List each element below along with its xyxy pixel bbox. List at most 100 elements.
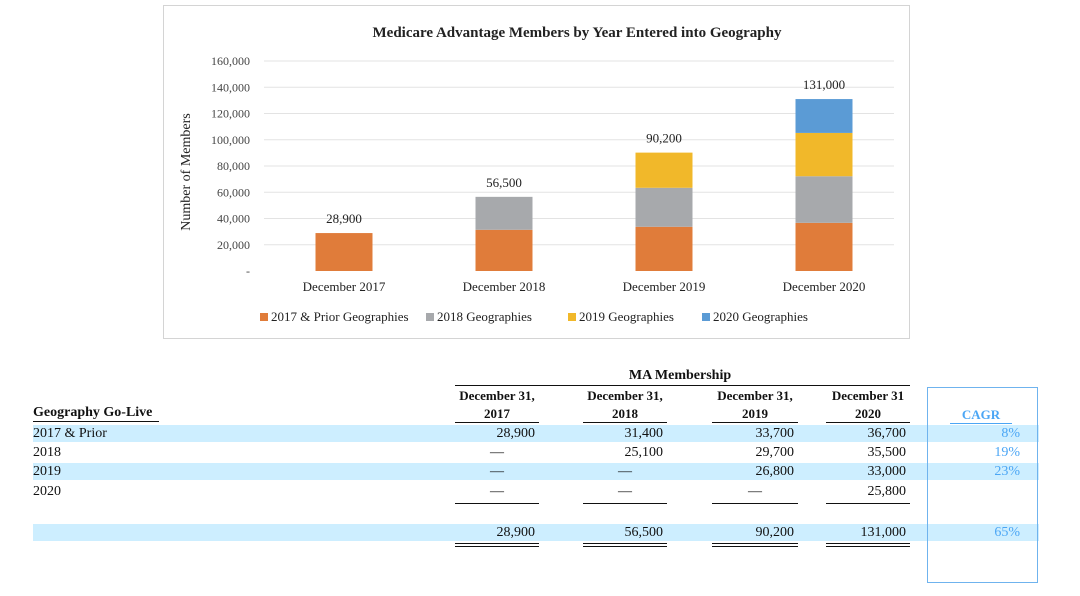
legend-swatch (260, 313, 268, 321)
legend-swatch (568, 313, 576, 321)
total-double-underline (583, 546, 667, 547)
total-value: 90,200 (755, 525, 795, 540)
y-tick-label: 80,000 (217, 159, 250, 173)
y-tick-label: 100,000 (211, 133, 250, 147)
cagr-value: 19% (994, 445, 1020, 460)
column-header-date: December 31, (587, 388, 663, 403)
legend-label: 2020 Geographies (713, 309, 808, 324)
table-cell-value: 33,000 (867, 464, 907, 479)
total-cagr-value: 65% (994, 525, 1020, 540)
total-double-underline (712, 546, 798, 547)
header-underline (712, 422, 798, 423)
bar-total-label: 28,900 (326, 211, 362, 226)
total-double-underline (826, 546, 910, 547)
row-label: 2017 & Prior (33, 426, 107, 441)
table-cell-value: 31,400 (624, 426, 664, 441)
table-cell-value: 28,900 (496, 426, 536, 441)
bar-segment (315, 233, 373, 271)
table-dash: — (618, 484, 632, 499)
header-underline (455, 422, 539, 423)
table-cell-value: 35,500 (867, 445, 907, 460)
table-dash: — (490, 445, 504, 460)
bar-segment (795, 222, 853, 271)
column-header-year: 2018 (612, 406, 638, 421)
y-tick-label: 160,000 (211, 54, 250, 68)
table-cell-value: 26,800 (755, 464, 795, 479)
bar-segment (635, 187, 693, 227)
x-category-label: December 2020 (783, 279, 866, 294)
cagr-header-underline (950, 423, 1012, 424)
bar-segment (635, 226, 693, 271)
header-underline (455, 385, 910, 386)
table-dash: — (618, 464, 632, 479)
total-double-underline (712, 543, 798, 544)
column-header-year: 2019 (742, 406, 768, 421)
row-label: 2020 (33, 484, 61, 499)
bar-segment (795, 132, 853, 177)
row-label: 2019 (33, 464, 61, 479)
legend-swatch (702, 313, 710, 321)
y-tick-label: - (246, 264, 250, 278)
row-header-label: Geography Go-Live (33, 405, 153, 420)
legend-label: 2017 & Prior Geographies (271, 309, 409, 324)
table-cell-value: 36,700 (867, 426, 907, 441)
y-tick-label: 20,000 (217, 238, 250, 252)
bar-total-label: 131,000 (803, 77, 845, 92)
stacked-bar-chart: Medicare Advantage Members by Year Enter… (179, 25, 894, 324)
y-axis-label: Number of Members (179, 113, 194, 230)
legend-label: 2019 Geographies (579, 309, 674, 324)
y-tick-label: 40,000 (217, 212, 250, 226)
bar-segment (635, 152, 693, 188)
table-dash: — (490, 464, 504, 479)
row-label: 2018 (33, 445, 61, 460)
bar-segment (795, 176, 853, 223)
bar-segment (475, 229, 533, 271)
x-category-label: December 2017 (303, 279, 386, 294)
total-value: 56,500 (624, 525, 664, 540)
header-underline (33, 421, 159, 422)
legend-swatch (426, 313, 434, 321)
table-cell-value: 25,800 (867, 484, 907, 499)
cagr-highlight-box (927, 387, 1038, 583)
cagr-value: 8% (1001, 426, 1020, 441)
highlight-band (33, 463, 1039, 480)
y-tick-label: 60,000 (217, 185, 250, 199)
sum-underline (826, 503, 910, 504)
chart-title: Medicare Advantage Members by Year Enter… (373, 25, 782, 41)
cagr-header: CAGR (961, 407, 1001, 422)
x-category-label: December 2019 (623, 279, 706, 294)
sum-underline (455, 503, 539, 504)
total-value: 28,900 (496, 525, 536, 540)
sum-underline (712, 503, 798, 504)
total-double-underline (455, 543, 539, 544)
header-underline (826, 422, 910, 423)
column-header-date: December 31 (831, 388, 905, 403)
y-tick-label: 140,000 (211, 80, 250, 94)
bar-total-label: 90,200 (646, 131, 682, 146)
table-title: MA Membership (628, 368, 732, 383)
table-cell-value: 33,700 (755, 426, 795, 441)
bar-segment (795, 99, 853, 133)
column-header-date: December 31, (717, 388, 793, 403)
cagr-value: 23% (994, 464, 1020, 479)
total-double-underline (455, 546, 539, 547)
total-double-underline (583, 543, 667, 544)
highlight-band (33, 524, 1039, 541)
bar-total-label: 56,500 (486, 175, 522, 190)
legend-label: 2018 Geographies (437, 309, 532, 324)
table-dash: — (490, 484, 504, 499)
sum-underline (583, 503, 667, 504)
highlight-band (33, 425, 1039, 442)
y-tick-label: 120,000 (211, 107, 250, 121)
column-header-year: 2020 (855, 406, 881, 421)
total-double-underline (826, 543, 910, 544)
bar-segment (475, 196, 533, 230)
column-header-year: 2017 (484, 406, 510, 421)
table-dash: — (748, 484, 762, 499)
x-category-label: December 2018 (463, 279, 546, 294)
total-value: 131,000 (860, 525, 907, 540)
column-header-date: December 31, (459, 388, 535, 403)
table-cell-value: 29,700 (755, 445, 795, 460)
chart-container: Medicare Advantage Members by Year Enter… (163, 5, 910, 339)
header-underline (583, 422, 667, 423)
